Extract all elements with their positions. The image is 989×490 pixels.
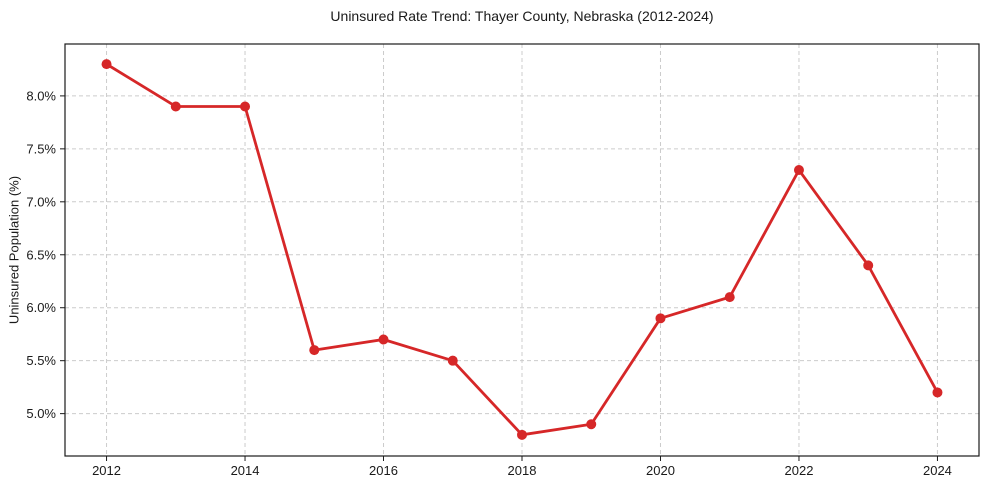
x-tick-label: 2014 <box>231 463 260 478</box>
data-point-2019 <box>586 419 597 430</box>
y-tick-label: 8.0% <box>26 88 56 103</box>
data-point-2017 <box>447 355 458 366</box>
data-point-2024 <box>932 387 943 398</box>
data-point-2021 <box>724 292 735 303</box>
y-tick-label: 6.0% <box>26 300 56 315</box>
x-tick-label: 2020 <box>646 463 675 478</box>
data-point-2013 <box>170 101 181 112</box>
x-tick-label: 2022 <box>785 463 814 478</box>
data-point-2016 <box>378 334 389 345</box>
data-point-2022 <box>793 165 804 176</box>
y-tick-label: 7.5% <box>26 141 56 156</box>
y-tick-label: 5.0% <box>26 406 56 421</box>
plot-box <box>64 43 980 457</box>
y-tick-label: 7.0% <box>26 194 56 209</box>
data-point-2023 <box>863 260 874 271</box>
data-point-2018 <box>517 429 527 440</box>
data-point-2015 <box>309 345 320 356</box>
x-tick-label: 2012 <box>92 463 121 478</box>
x-tick-label: 2018 <box>508 463 537 478</box>
chart-title: Uninsured Rate Trend: Thayer County, Neb… <box>330 8 714 24</box>
data-point-2020 <box>655 313 666 324</box>
y-tick-label: 5.5% <box>26 353 56 368</box>
data-point-2012 <box>101 59 112 70</box>
x-tick-label: 2016 <box>369 463 398 478</box>
data-point-2014 <box>240 101 251 112</box>
y-tick-label: 6.5% <box>26 247 56 262</box>
x-tick-label: 2024 <box>923 463 952 478</box>
